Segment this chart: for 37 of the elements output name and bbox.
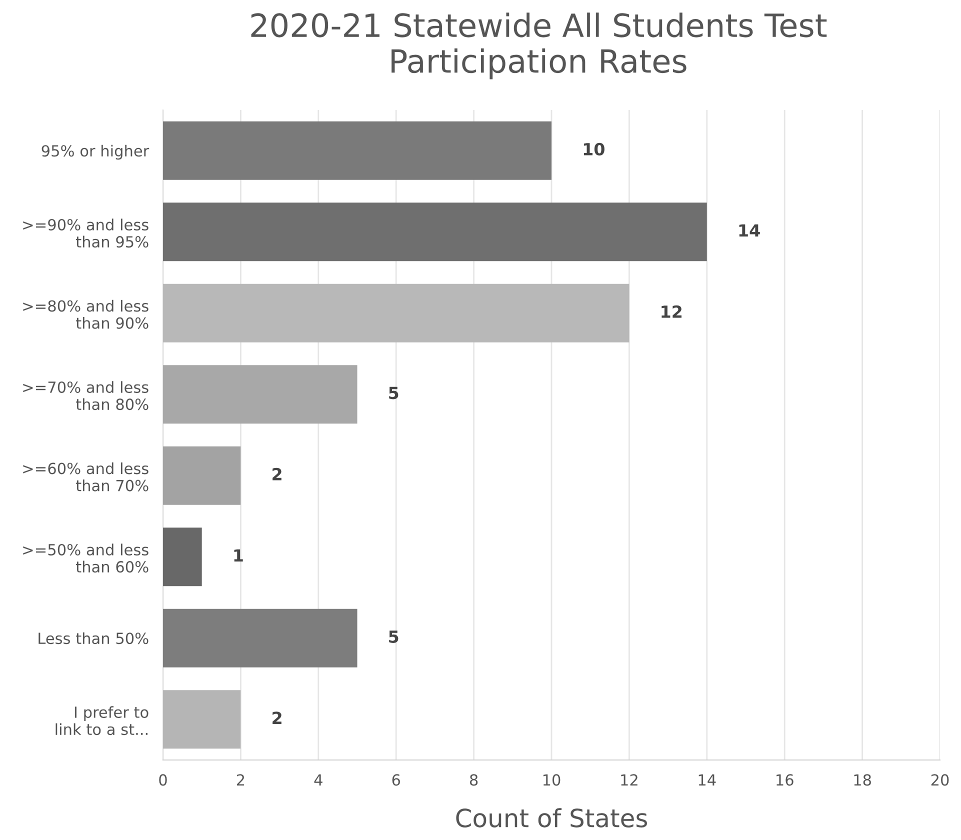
- data-label: 14: [739, 224, 760, 236]
- data-label: 2: [272, 712, 282, 724]
- bar: [163, 690, 241, 749]
- x-tick-label: 16: [776, 774, 794, 786]
- bar: [163, 528, 202, 586]
- x-tick-label: 20: [931, 774, 949, 786]
- x-tick-label: 6: [392, 774, 400, 786]
- x-axis-title: Count of States: [456, 808, 647, 828]
- x-tick-label: 12: [621, 774, 638, 786]
- x-tick-label: 2: [236, 774, 244, 786]
- y-tick-label: >=90% and less than 95%: [23, 218, 148, 248]
- data-label: 5: [389, 386, 398, 400]
- data-label: 12: [662, 305, 682, 318]
- y-tick-label: 95% or higher: [42, 144, 150, 160]
- bar: [163, 365, 358, 424]
- x-tick-label: 10: [543, 774, 560, 786]
- bar: [163, 284, 630, 342]
- data-label: 1: [234, 549, 243, 562]
- y-tick-label: >=60% and less than 70%: [23, 462, 148, 492]
- data-label: 10: [584, 142, 604, 156]
- y-tick-label: >=50% and less than 60%: [23, 544, 148, 573]
- y-tick-label: I prefer to link to a st...: [56, 706, 148, 736]
- bar: [163, 121, 552, 180]
- data-label: 5: [389, 630, 398, 643]
- x-tick-label: 8: [470, 774, 478, 786]
- chart-title: 2020-21 Statewide All Students Test Participation Rates: [251, 12, 827, 80]
- data-label: 2: [272, 468, 282, 480]
- x-tick-label: 18: [854, 774, 871, 786]
- bar: [163, 202, 707, 262]
- x-tick-label: 0: [159, 774, 167, 786]
- y-tick-label: >=80% and less than 90%: [23, 300, 148, 329]
- y-tick-label: >=70% and less than 80%: [23, 381, 148, 410]
- bar: [163, 608, 358, 668]
- x-tick-label: 4: [314, 774, 322, 786]
- x-tick-label: 14: [698, 774, 716, 786]
- bar: [163, 446, 241, 505]
- y-tick-label: Less than 50%: [38, 632, 148, 644]
